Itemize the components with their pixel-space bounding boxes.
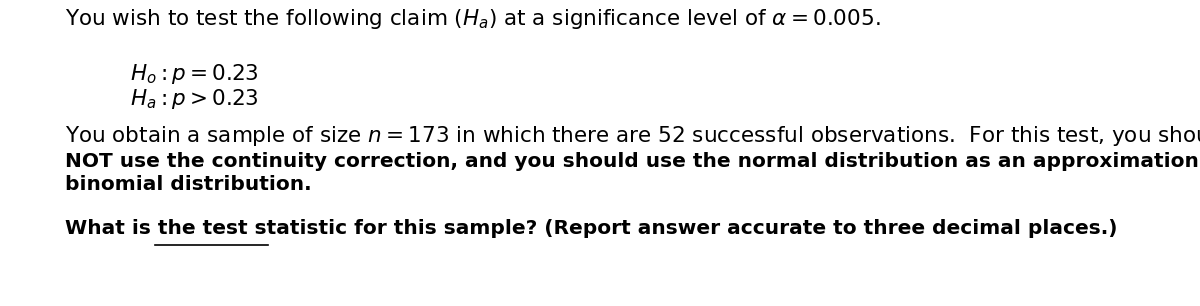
Text: $H_a:p > 0.23$: $H_a:p > 0.23$: [130, 87, 259, 111]
Text: You obtain a sample of size $n = 173$ in which there are 52 successful observati: You obtain a sample of size $n = 173$ in…: [65, 124, 1200, 148]
Text: What is the test statistic for this sample? (Report answer accurate to three dec: What is the test statistic for this samp…: [65, 219, 1117, 238]
Text: $H_o:p = 0.23$: $H_o:p = 0.23$: [130, 62, 259, 86]
Text: binomial distribution.: binomial distribution.: [65, 175, 312, 194]
Text: NOT use the continuity correction, and you should use the normal distribution as: NOT use the continuity correction, and y…: [65, 152, 1200, 171]
Text: You wish to test the following claim $(H_a)$ at a significance level of $\alpha : You wish to test the following claim $(H…: [65, 7, 881, 31]
